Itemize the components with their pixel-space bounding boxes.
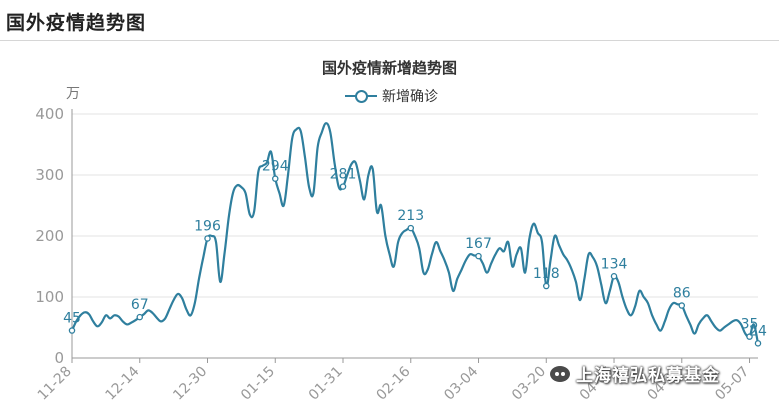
y-tick-label: 400 (35, 105, 64, 123)
data-label: 86 (673, 286, 691, 302)
legend-label: 新增确诊 (382, 89, 438, 105)
data-label: 45 (63, 311, 81, 327)
data-point (204, 235, 211, 242)
wechat-icon (550, 365, 570, 382)
y-tick-label: 200 (35, 227, 64, 245)
x-tick-label: 12-14 (102, 363, 142, 403)
chart-panel: 0 100 200 300 400 11-28 12-14 12-30 01-15 01-31 02… (0, 41, 779, 408)
chart-svg: 0 100 200 300 400 11-28 12-14 12-30 01-15 01-31 02… (35, 105, 767, 404)
series-line-新增确诊 (70, 122, 760, 344)
page-header: 国外疫情趋势图 (0, 0, 779, 41)
data-point (136, 313, 144, 321)
data-label: 67 (131, 297, 149, 313)
y-axis-unit: 万 (66, 86, 80, 102)
data-label: 118 (533, 266, 560, 282)
data-point (610, 273, 618, 280)
data-label: 134 (601, 256, 628, 272)
x-tick-label: 01-31 (306, 364, 346, 404)
watermark-text: 上海禧弘私募基金 (576, 366, 720, 386)
data-point (272, 175, 279, 182)
y-tick-label: 0 (54, 349, 64, 367)
y-tick-label: 100 (35, 288, 64, 306)
data-label: 213 (397, 208, 424, 224)
x-tick-label: 02-16 (374, 363, 414, 403)
x-tick-label: 03-20 (509, 364, 549, 404)
data-point (754, 340, 762, 347)
data-point (339, 183, 347, 190)
data-point (678, 302, 686, 309)
data-point (68, 327, 76, 334)
legend-line-icon (345, 87, 377, 105)
x-tick-label: 03-04 (441, 363, 481, 403)
page-title: 国外疫情趋势图 (6, 12, 147, 34)
data-point (407, 224, 415, 232)
data-label: 294 (262, 159, 289, 175)
data-point (475, 252, 482, 260)
data-point (746, 333, 753, 340)
data-label: 167 (465, 236, 492, 252)
legend[interactable]: 新增确诊 (345, 87, 438, 105)
data-label: 196 (194, 218, 221, 234)
data-point (543, 282, 550, 290)
data-label: 35 (741, 317, 759, 333)
chart-title: 国外疫情新增趋势图 (321, 59, 457, 77)
x-tick-label: 11-28 (35, 364, 75, 404)
watermark: 上海禧弘私募基金 (550, 361, 720, 386)
data-label: 24 (749, 323, 767, 339)
y-tick-label: 300 (35, 166, 64, 184)
data-label: 281 (330, 167, 357, 183)
x-tick-label: 12-30 (170, 364, 210, 404)
x-tick-label: 01-15 (238, 364, 278, 404)
